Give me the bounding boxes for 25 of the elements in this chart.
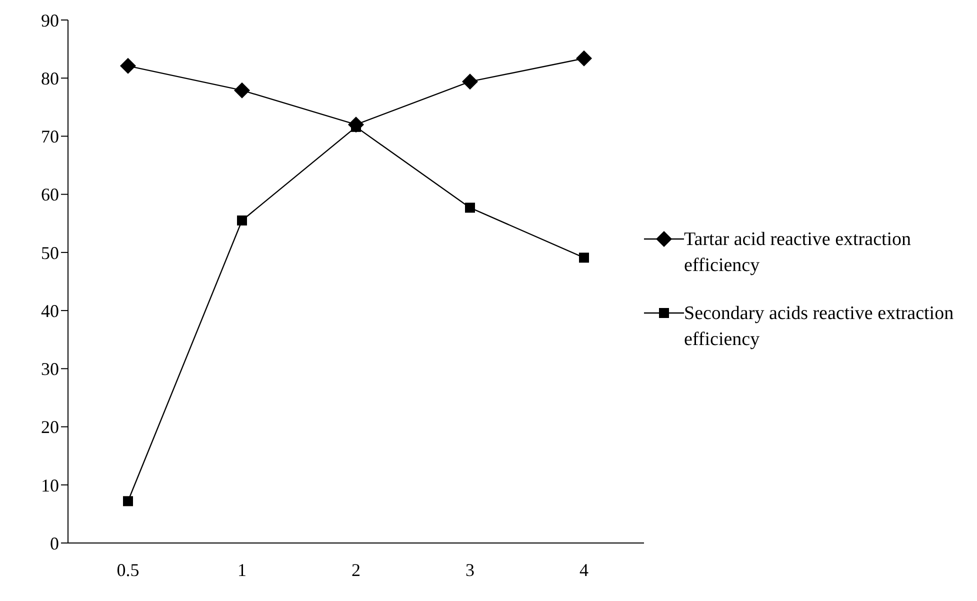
point — [465, 202, 475, 213]
legend-label: Secondary acids reactive extraction efficiency — [684, 302, 954, 352]
y-tick-label: 10 — [41, 475, 59, 496]
x-tick-label: 1 — [238, 560, 246, 580]
x-tick-label: 2 — [352, 560, 360, 580]
point — [234, 82, 250, 98]
point — [579, 252, 589, 263]
point — [237, 215, 247, 226]
point — [462, 74, 478, 90]
y-tick-label: 30 — [41, 359, 59, 380]
point — [123, 496, 133, 506]
y-tick-label: 60 — [41, 184, 59, 205]
legend-label: Tartar acid reactive extraction efficiency — [684, 228, 912, 278]
y-tick-label: 90 — [41, 10, 59, 30]
y-tick-label: 20 — [41, 417, 59, 438]
x-tick-label: 3 — [466, 560, 474, 580]
point — [120, 58, 136, 74]
y-tick-label: 70 — [41, 126, 59, 147]
y-tick-label: 50 — [41, 242, 59, 263]
y-tick-label: 0 — [50, 533, 59, 554]
x-tick-label: 0.5 — [116, 560, 140, 580]
x-tick-label: 4 — [580, 560, 588, 580]
point — [576, 50, 592, 66]
y-tick-label: 40 — [41, 300, 59, 321]
y-tick-label: 80 — [41, 68, 59, 88]
